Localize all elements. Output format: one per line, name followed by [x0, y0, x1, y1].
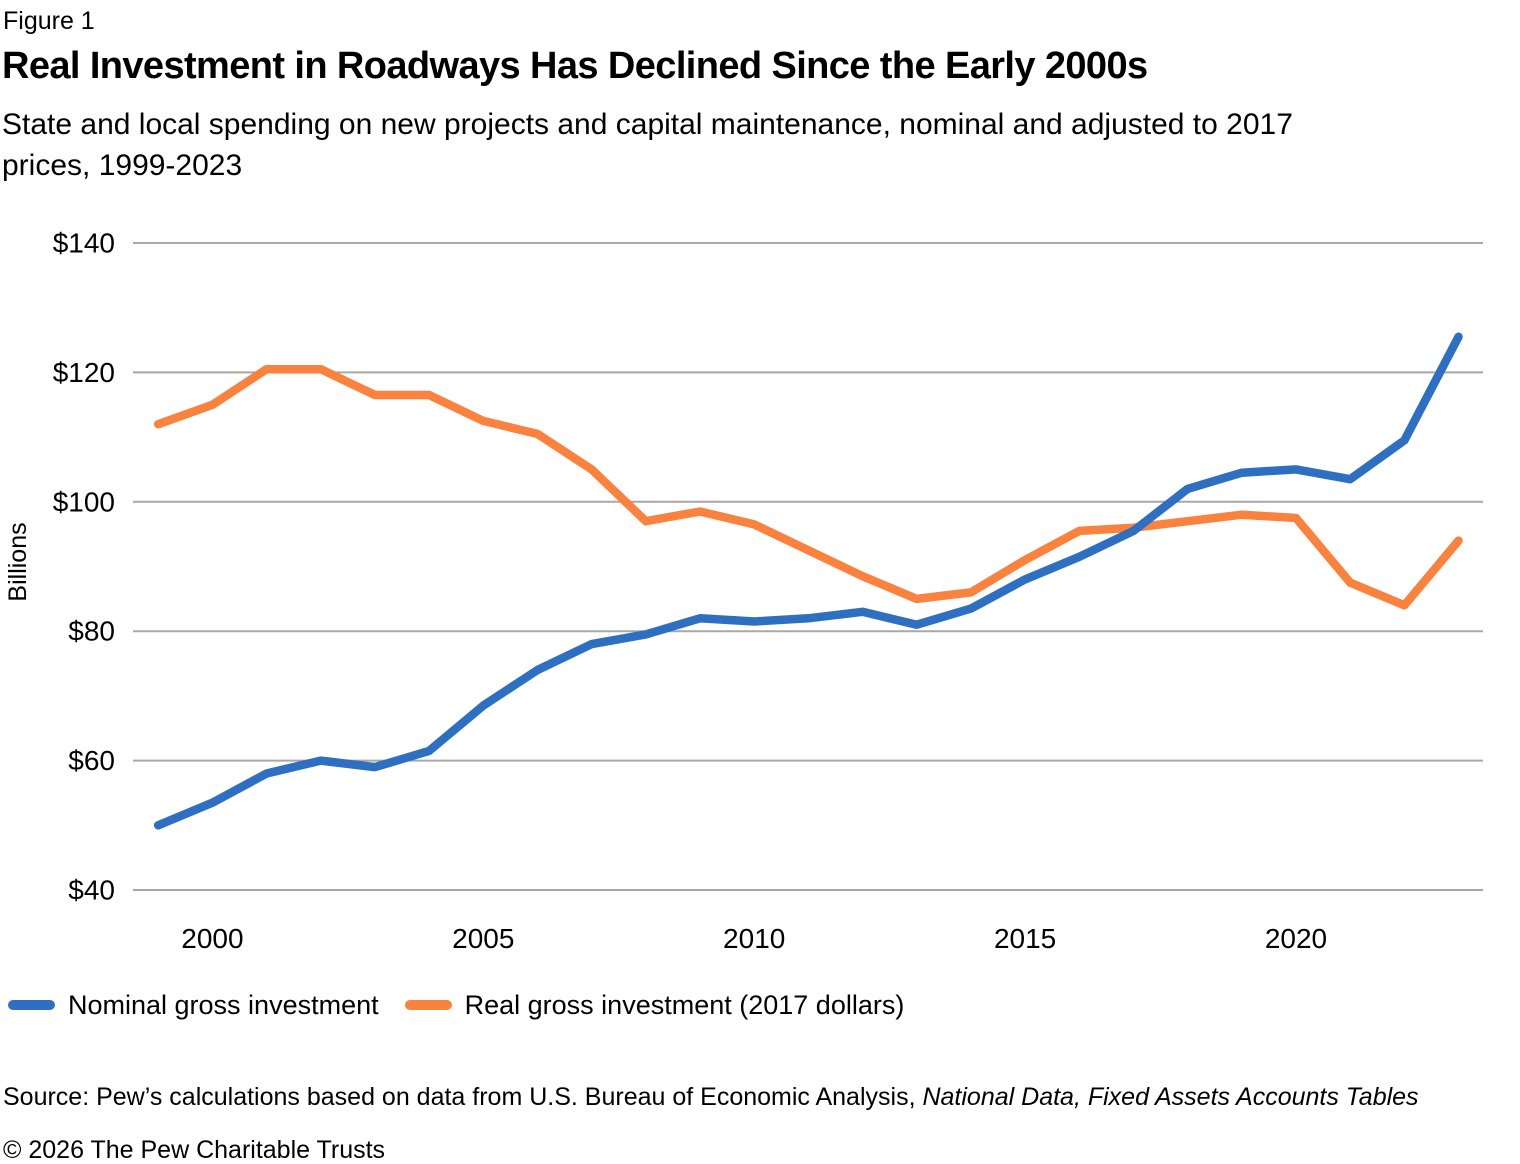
y-tick-label-120: $120	[53, 357, 115, 388]
x-tick-label-2005: 2005	[452, 923, 514, 954]
y-tick-label-60: $60	[68, 745, 115, 776]
y-axis-title: Billions	[4, 522, 32, 601]
copyright-notice: © 2026 The Pew Charitable Trusts	[3, 1136, 386, 1164]
legend-item-real: Real gross investment (2017 dollars)	[404, 989, 905, 1021]
nominal-line-swatch	[8, 1000, 55, 1010]
x-tick-label-2010: 2010	[723, 923, 785, 954]
legend-label-real: Real gross investment (2017 dollars)	[464, 989, 905, 1020]
source-note-text: Source: Pew’s calculations based on data…	[3, 1083, 923, 1111]
real-line-swatch	[404, 1000, 452, 1010]
figure-label: Figure 1	[3, 7, 95, 35]
chart-subtitle-line-2: prices, 1999-2023	[2, 149, 243, 182]
y-tick-label-40: $40	[68, 875, 115, 906]
legend-label-nominal: Nominal gross investment	[68, 989, 379, 1020]
y-tick-label-80: $80	[68, 616, 115, 647]
source-note-citation: National Data, Fixed Assets Accounts Tab…	[922, 1083, 1419, 1111]
x-tick-label-2000: 2000	[181, 923, 243, 954]
y-tick-label-100: $100	[53, 486, 115, 517]
x-tick-label-2015: 2015	[994, 923, 1056, 954]
y-tick-label-140: $140	[53, 228, 115, 259]
chart-legend: Nominal gross investment Real gross inve…	[8, 988, 904, 1022]
chart-subtitle-line-1: State and local spending on new projects…	[2, 108, 1293, 141]
chart-subtitle: State and local spending on new projects…	[2, 104, 1293, 186]
chart-title: Real Investment in Roadways Has Declined…	[2, 45, 1148, 87]
source-note: Source: Pew’s calculations based on data…	[3, 1082, 1419, 1112]
x-tick-label-2020: 2020	[1265, 923, 1327, 954]
legend-item-nominal: Nominal gross investment	[8, 990, 379, 1021]
real-investment-line	[153, 364, 1463, 610]
nominal-investment-line	[153, 332, 1463, 830]
